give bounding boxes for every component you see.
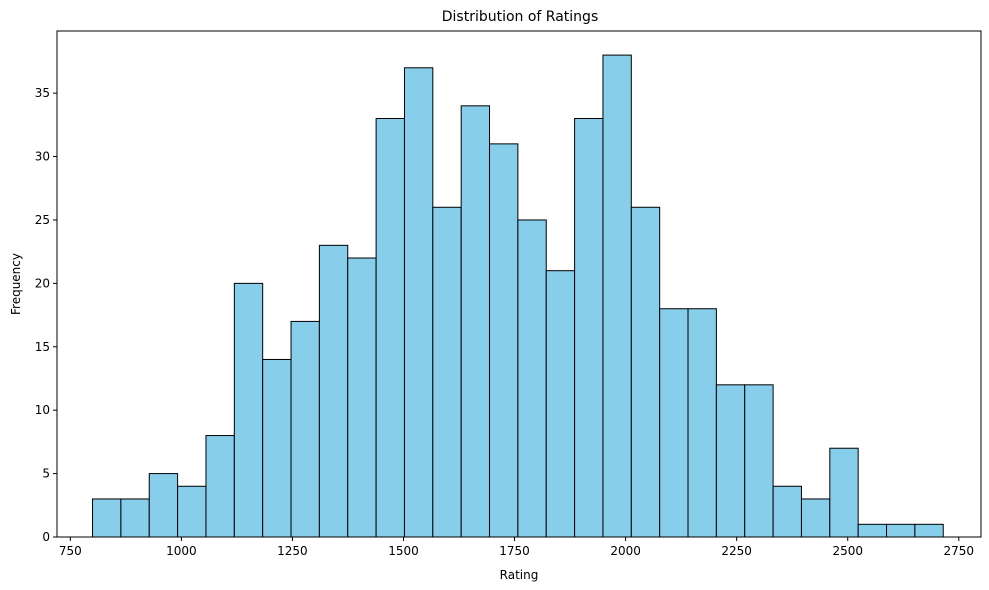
x-tick-label: 750 [59,544,82,558]
histogram-bar [687,308,717,538]
histogram-bar [460,105,491,538]
histogram-bar [92,498,122,538]
y-tick-label: 0 [42,530,50,544]
x-tick-label: 2750 [944,544,975,558]
x-tick-label: 1750 [499,544,530,558]
histogram-bar [375,118,405,538]
histogram-bar [914,523,944,538]
y-tick-label: 15 [35,340,50,354]
histogram-bar [517,219,547,538]
histogram-bar [233,282,264,538]
plot-frame [56,30,982,538]
y-tick-label: 25 [35,213,50,227]
histogram-bar [829,447,859,538]
histogram-bar [715,384,746,538]
x-tick-label: 1000 [166,544,197,558]
histogram-bar [800,498,831,538]
histogram-bar [630,206,661,538]
x-tick-label: 2250 [721,544,752,558]
histogram-bar [744,384,774,538]
histogram-bar [602,54,632,538]
y-tick-label: 5 [42,467,50,481]
y-tick-label: 20 [35,276,50,290]
histogram-bar [262,358,292,538]
histogram-bar [318,244,349,538]
histogram-bar [148,473,179,538]
y-tick-label: 35 [35,86,50,100]
x-tick-label: 2500 [832,544,863,558]
histogram-bar [772,485,802,538]
histogram-bar [659,308,689,538]
histogram-bar [489,143,519,538]
histogram-bar [205,435,235,538]
x-axis: 750 1000 1250 1500 1750 2000 2250 2500 2750 [59,537,974,558]
histogram-bar [347,257,377,538]
histogram-bar [432,206,462,538]
histogram-bar [545,270,576,538]
y-tick-label: 10 [35,403,50,417]
histogram-bar [886,523,916,538]
x-axis-label: Rating [500,568,539,582]
histogram-bar [403,67,434,538]
histogram-bar [177,485,207,538]
y-axis: 0 5 10 15 20 25 30 35 [35,86,57,544]
chart-title: Distribution of Ratings [442,9,599,25]
y-axis-label: Frequency [9,253,23,315]
x-tick-label: 1250 [277,544,308,558]
histogram-bar [290,320,320,538]
histogram-bar [120,498,150,538]
histogram-bar [857,523,888,538]
x-tick-label: 2000 [610,544,641,558]
y-tick-label: 30 [35,150,50,164]
x-tick-label: 1500 [388,544,419,558]
bars-group [92,54,944,538]
histogram-bar [574,118,604,538]
